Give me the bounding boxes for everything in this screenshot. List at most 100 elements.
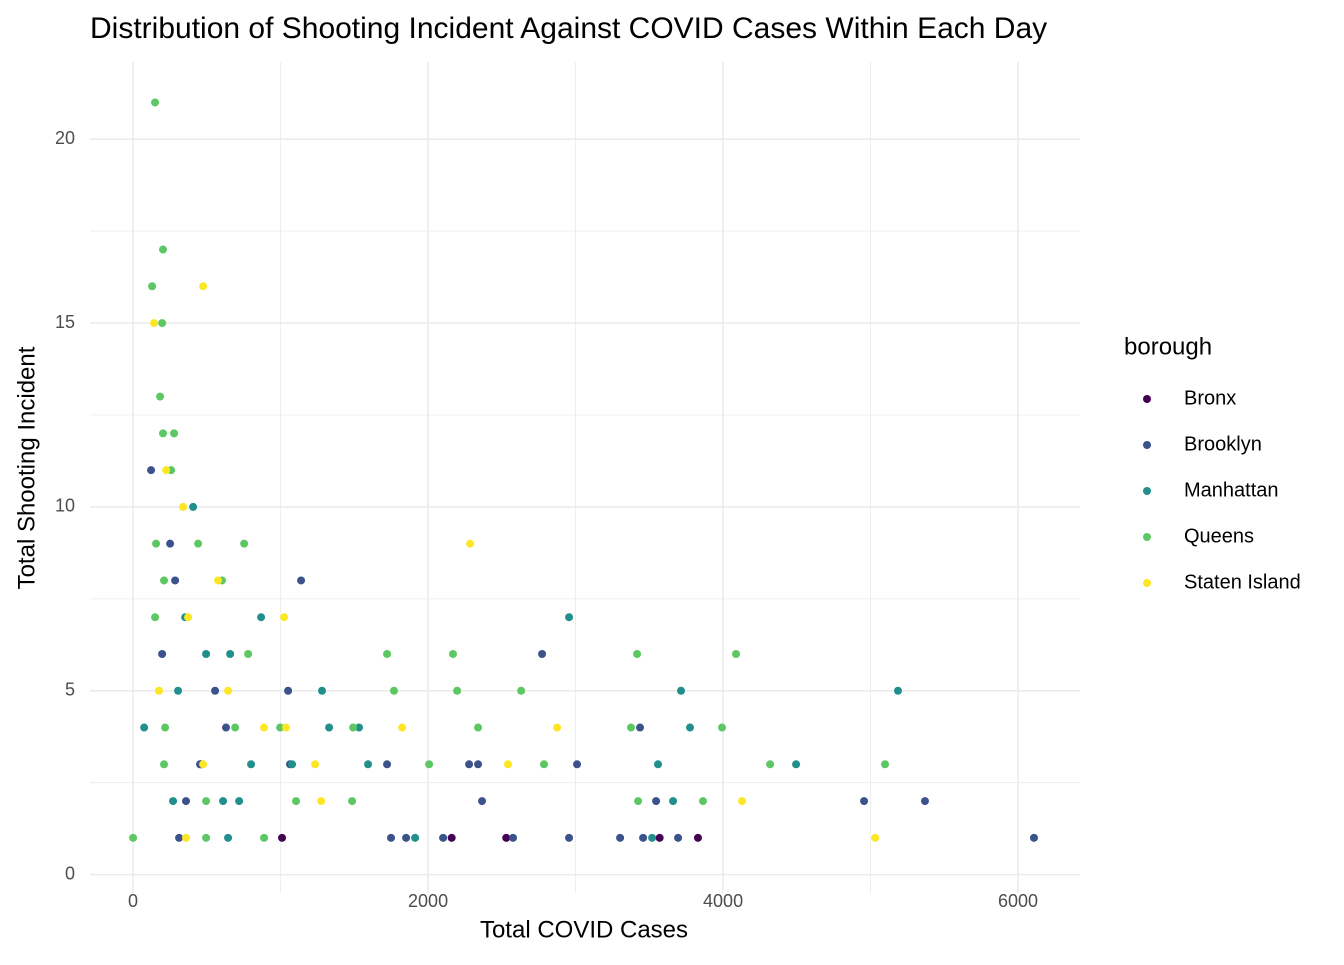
point (693, 833, 702, 842)
point (278, 833, 287, 842)
point (504, 760, 513, 769)
point (292, 797, 301, 806)
point (166, 539, 175, 548)
point (565, 613, 574, 622)
y-tick-label: 10 (55, 496, 75, 516)
point (169, 797, 178, 806)
point (398, 723, 407, 732)
x-tick-label: 0 (128, 891, 138, 911)
point (235, 797, 244, 806)
point (175, 833, 184, 842)
point (383, 760, 392, 769)
point (276, 723, 285, 732)
point (317, 797, 326, 806)
point (221, 723, 230, 732)
y-axis-label: Total Shooting Incident (13, 346, 40, 589)
point (219, 797, 228, 806)
point (893, 686, 902, 695)
legend-marker (1143, 487, 1151, 495)
legend-label: Brooklyn (1184, 433, 1262, 455)
point (871, 833, 880, 842)
legend-marker (1143, 395, 1151, 403)
point (674, 833, 683, 842)
point (182, 833, 191, 842)
point (573, 760, 582, 769)
point (260, 723, 269, 732)
point (448, 649, 457, 658)
point (616, 833, 625, 842)
point (211, 686, 220, 695)
point (355, 723, 364, 732)
point (224, 833, 233, 842)
point (348, 797, 357, 806)
legend-marker (1143, 579, 1151, 587)
point (654, 760, 663, 769)
point (466, 539, 475, 548)
point (502, 833, 511, 842)
point (652, 797, 661, 806)
point (171, 576, 180, 585)
point (162, 466, 171, 475)
point (179, 502, 188, 511)
point (474, 760, 483, 769)
point (318, 686, 327, 695)
point (147, 466, 156, 475)
point (465, 760, 474, 769)
chart-title: Distribution of Shooting Incident Agains… (90, 12, 1047, 45)
y-tick-label: 15 (55, 312, 75, 332)
point (214, 576, 223, 585)
point (517, 686, 526, 695)
point (402, 833, 411, 842)
point (257, 613, 266, 622)
point (553, 723, 562, 732)
point (160, 576, 169, 585)
point (655, 833, 664, 842)
point (387, 833, 396, 842)
point (383, 649, 392, 658)
point (174, 686, 183, 695)
point (325, 723, 334, 732)
point (194, 539, 203, 548)
point (282, 723, 291, 732)
legend-label: Bronx (1184, 387, 1236, 409)
point (284, 686, 293, 695)
point (718, 723, 727, 732)
point (158, 319, 167, 328)
point (636, 723, 645, 732)
point (199, 282, 208, 291)
point (669, 797, 678, 806)
point (247, 760, 256, 769)
point (202, 649, 211, 658)
point (792, 760, 801, 769)
point (474, 723, 483, 732)
point (202, 797, 211, 806)
point (389, 686, 398, 695)
point (158, 649, 167, 658)
point (677, 686, 686, 695)
point (349, 723, 358, 732)
legend-marker (1143, 441, 1151, 449)
point (288, 760, 297, 769)
point (634, 797, 643, 806)
point (920, 797, 929, 806)
legend-marker (1143, 533, 1151, 541)
point (182, 797, 191, 806)
grid (90, 62, 1080, 893)
legend-label: Staten Island (1184, 571, 1301, 593)
point (226, 649, 235, 658)
x-tick-label: 6000 (998, 891, 1038, 911)
point (160, 760, 169, 769)
point (184, 613, 193, 622)
point (539, 760, 548, 769)
point (156, 392, 165, 401)
point (565, 833, 574, 842)
point (297, 576, 306, 585)
legend-title: borough (1124, 333, 1212, 360)
point (509, 833, 518, 842)
point (639, 833, 648, 842)
point (860, 797, 869, 806)
point (411, 833, 420, 842)
point (698, 797, 707, 806)
